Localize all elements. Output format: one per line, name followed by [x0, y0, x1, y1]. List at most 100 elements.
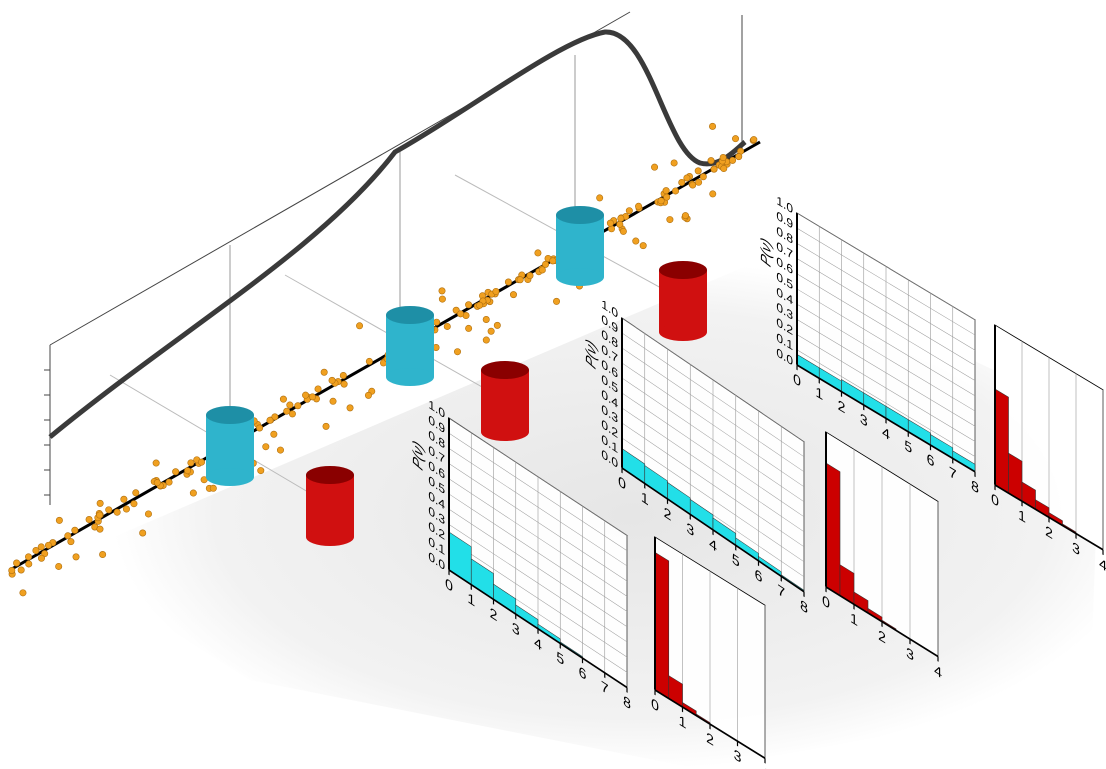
dot — [453, 348, 461, 356]
dot — [596, 194, 604, 202]
dot — [492, 287, 500, 295]
dot — [187, 459, 195, 467]
dot — [64, 532, 72, 540]
dot — [608, 225, 616, 233]
cylinder-top — [206, 406, 254, 424]
x-tick-label: 0 — [618, 473, 626, 494]
x-tick-label: 7 — [949, 464, 957, 484]
dot — [99, 551, 107, 559]
dot — [526, 272, 534, 280]
dot — [209, 484, 217, 492]
dot — [457, 310, 465, 318]
dot — [438, 287, 446, 295]
dot — [689, 181, 697, 189]
dot — [365, 357, 373, 365]
dot — [482, 315, 490, 323]
dot — [184, 467, 192, 475]
x-tick-label: 2 — [490, 605, 498, 626]
profile-curve — [48, 29, 747, 439]
x-tick-label: 6 — [927, 450, 935, 470]
dot — [144, 510, 152, 518]
x-tick-label: 2 — [1045, 523, 1053, 543]
dot — [130, 500, 138, 508]
dot — [96, 525, 104, 533]
cylinder-top — [481, 361, 529, 379]
cylinder-body — [659, 270, 707, 332]
dot — [165, 478, 173, 486]
diagonal-axis — [9, 140, 761, 572]
dot — [256, 424, 264, 432]
dot — [549, 257, 557, 265]
dot — [288, 410, 296, 418]
x-tick-label: 2 — [878, 627, 886, 647]
cylinder-body — [206, 415, 254, 477]
x-tick-label: 7 — [601, 678, 609, 699]
dot — [13, 559, 21, 567]
dot — [625, 207, 633, 215]
dot — [662, 187, 670, 195]
dot — [17, 566, 25, 574]
dot — [542, 260, 550, 268]
cylinder-body — [556, 215, 604, 277]
dot — [67, 538, 75, 546]
dot — [32, 547, 40, 555]
x-tick-label: 5 — [732, 551, 740, 572]
x-axis — [797, 364, 975, 473]
dot — [302, 391, 310, 399]
x-axis — [655, 689, 765, 760]
x-tick-label: 8 — [971, 477, 979, 497]
x-tick-label: 3 — [734, 747, 742, 767]
cylinder-top — [556, 206, 604, 224]
dot — [364, 391, 372, 399]
x-tick-label: 3 — [906, 644, 914, 664]
dot — [96, 511, 104, 519]
dot — [257, 467, 265, 475]
x-axis — [622, 467, 804, 593]
x-tick-label: 5 — [556, 649, 564, 670]
dot — [616, 220, 624, 228]
x-tick-label: 0 — [445, 575, 453, 596]
dot — [286, 401, 294, 409]
dot — [44, 541, 52, 549]
dot — [504, 278, 512, 286]
dot — [750, 136, 758, 144]
dot — [153, 479, 161, 487]
x-tick-label: 6 — [579, 663, 587, 684]
histogram-panel: 0.00.10.20.30.40.50.60.70.80.91.00123456… — [759, 193, 979, 498]
dot — [113, 508, 121, 516]
dot — [619, 227, 627, 235]
cylinder-bottom — [386, 368, 434, 386]
x-tick-label: 6 — [755, 566, 763, 587]
x-tick-label: 0 — [991, 490, 999, 510]
x-tick-label: 8 — [800, 597, 808, 618]
dot — [681, 212, 689, 220]
dot — [132, 489, 140, 497]
y-axis-label: P(ν) — [759, 235, 775, 270]
dot — [294, 402, 302, 410]
dot — [694, 167, 702, 175]
x-tick-label: 0 — [651, 695, 659, 715]
dot — [710, 165, 718, 173]
x-tick-label: 0 — [793, 370, 801, 390]
dot — [695, 178, 703, 186]
cylinder-body — [481, 370, 529, 432]
x-tick-label: 4 — [882, 424, 890, 444]
cylinder-top — [659, 261, 707, 279]
cylinder-bottom — [556, 268, 604, 286]
dot — [538, 266, 546, 274]
dot — [308, 393, 316, 401]
x-tick-label: 4 — [709, 535, 717, 556]
dot — [198, 458, 206, 466]
histogram-bar — [825, 462, 841, 597]
histogram-bar — [654, 551, 670, 700]
dot — [8, 566, 16, 574]
x-tick-label: 2 — [838, 397, 846, 417]
dot — [55, 562, 63, 570]
x-tick-label: 1 — [641, 489, 649, 510]
x-axis — [449, 569, 627, 689]
dot — [120, 495, 128, 503]
dot — [443, 322, 451, 330]
dot — [553, 297, 561, 305]
dot — [666, 216, 674, 224]
